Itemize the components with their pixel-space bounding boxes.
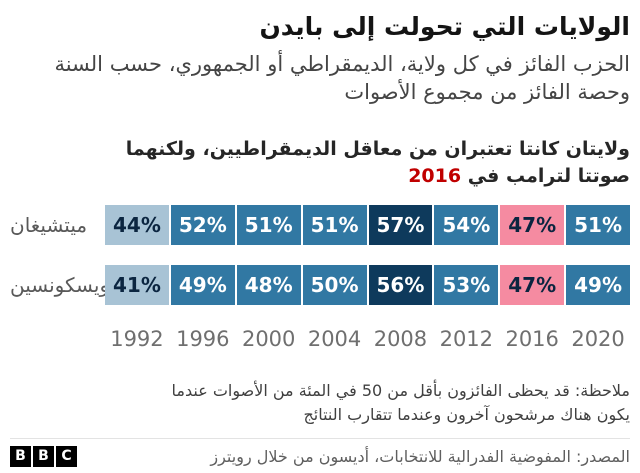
note-text: ملاحظة: قد يحظى الفائزون بأقل من 50 في ا… — [171, 381, 630, 424]
vote-share-cell: 44% — [105, 205, 169, 246]
vote-share-cell: 51% — [236, 205, 301, 246]
source-row: المصدر: المفوضية الفدرالية للانتخابات، أ… — [10, 437, 630, 467]
chart-subtitle: الحزب الفائز في كل ولاية، الديمقراطي أو … — [54, 52, 630, 105]
vote-share-cell: 47% — [500, 265, 565, 306]
state-label: ميتشيغان — [10, 213, 88, 238]
year-label: 2004 — [307, 327, 362, 352]
year-label: 2020 — [571, 327, 625, 352]
vote-share-cell: 52% — [170, 205, 235, 246]
bbc-logo-block: B — [33, 445, 54, 467]
bbc-logo-block: C — [56, 445, 77, 467]
state-cells: 44% 52% 51% 51% 57% 54% 47% 51% — [105, 205, 630, 246]
vote-share-cell: 56% — [368, 265, 433, 306]
flipped-states-heatmap: ميتشيغان 44% 52% 51% 51% 57% 54% 47% 51% ويسكونسي… — [10, 205, 630, 353]
source-text: المصدر: المفوضية الفدرالية للانتخابات، أ… — [210, 446, 630, 466]
vote-share-cell: 48% — [236, 265, 301, 306]
year-label: 2008 — [373, 327, 428, 352]
annotation-year: 2016 — [408, 164, 462, 187]
vote-share-cell: 49% — [566, 265, 630, 306]
year-labels: 1992 1996 2000 2004 2008 2012 2016 2020 — [105, 325, 630, 353]
year-label: 1996 — [176, 327, 230, 352]
vote-share-cell: 53% — [434, 265, 499, 306]
year-label: 2000 — [241, 327, 296, 352]
vote-share-cell: 47% — [500, 205, 565, 246]
state-row: ميتشيغان 44% 52% 51% 51% 57% 54% 47% 51% — [10, 205, 630, 246]
page-title: الولايات التي تحولت إلى بايدن — [259, 12, 630, 41]
vote-share-cell: 51% — [566, 205, 630, 246]
vote-share-cell: 49% — [170, 265, 235, 306]
state-label: ويسكونسين — [10, 273, 110, 298]
year-label: 2012 — [439, 327, 494, 352]
year-axis: 1992 1996 2000 2004 2008 2012 2016 2020 — [10, 325, 630, 353]
vote-share-cell: 51% — [302, 205, 367, 246]
year-label: 2016 — [505, 327, 559, 352]
year-label: 1992 — [110, 327, 164, 352]
state-cells: 41% 49% 48% 50% 56% 53% 47% 49% — [105, 265, 630, 306]
year-axis-spacer — [10, 325, 105, 353]
vote-share-cell: 54% — [434, 205, 499, 246]
vote-share-cell: 57% — [368, 205, 433, 246]
state-row: ويسكونسين 41% 49% 48% 50% 56% 53% 47% 49% — [10, 265, 630, 306]
heatmap-rows: ميتشيغان 44% 52% 51% 51% 57% 54% 47% 51% ويسكونسي… — [10, 205, 630, 306]
annotation: ولايتان كانتا تعتبران من معاقل الديمقراط… — [125, 136, 630, 189]
annotation-text: ولايتان كانتا تعتبران من معاقل الديمقراط… — [125, 138, 630, 187]
vote-share-cell: 41% — [105, 265, 169, 306]
bbc-logo-block: B — [10, 445, 31, 467]
vote-share-cell: 50% — [302, 265, 367, 306]
